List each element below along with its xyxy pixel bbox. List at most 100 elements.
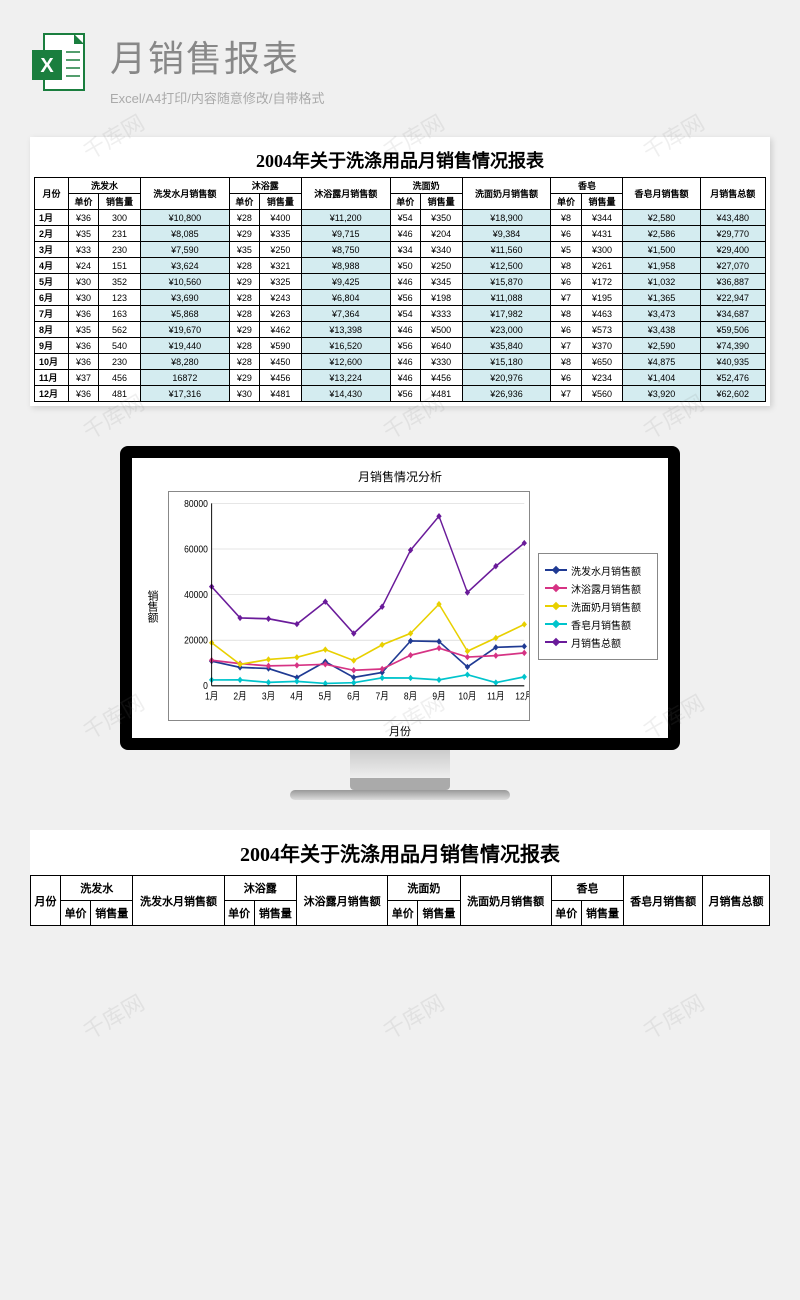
cell: ¥28 — [229, 354, 259, 370]
cell: ¥30 — [69, 290, 99, 306]
cell: ¥2,580 — [623, 210, 700, 226]
cell: ¥325 — [259, 274, 301, 290]
col-price: 单价 — [229, 194, 259, 210]
cell: ¥36 — [69, 354, 99, 370]
cell: ¥590 — [259, 338, 301, 354]
svg-text:60000: 60000 — [184, 543, 208, 555]
cell: ¥46 — [390, 274, 420, 290]
cell: ¥12,500 — [462, 258, 551, 274]
cell: ¥34 — [390, 242, 420, 258]
cell: 123 — [99, 290, 141, 306]
cell: ¥29,770 — [700, 226, 765, 242]
col-gel: 沐浴露 — [229, 178, 301, 194]
cell: 16872 — [140, 370, 229, 386]
cell: ¥345 — [420, 274, 462, 290]
cell: 4月 — [35, 258, 69, 274]
page-title: 月销售报表 — [110, 30, 780, 82]
svg-text:2月: 2月 — [233, 690, 246, 702]
cell: ¥1,404 — [623, 370, 700, 386]
cell: ¥335 — [259, 226, 301, 242]
svg-text:3月: 3月 — [262, 690, 275, 702]
cell: ¥450 — [259, 354, 301, 370]
cell: ¥3,920 — [623, 386, 700, 402]
cell: 1月 — [35, 210, 69, 226]
cell: ¥6 — [551, 322, 581, 338]
cell: ¥573 — [581, 322, 623, 338]
cell: 2月 — [35, 226, 69, 242]
cell: ¥370 — [581, 338, 623, 354]
fcol-shampoo: 洗发水 — [61, 876, 133, 901]
cell: ¥8 — [551, 258, 581, 274]
cell: ¥28 — [229, 210, 259, 226]
svg-text:6月: 6月 — [347, 690, 360, 702]
cell: ¥1,365 — [623, 290, 700, 306]
cell: 300 — [99, 210, 141, 226]
fcol-soap-sub: 香皂月销售额 — [624, 876, 703, 926]
cell: ¥36 — [69, 210, 99, 226]
cell: ¥321 — [259, 258, 301, 274]
cell: ¥56 — [390, 338, 420, 354]
cell: ¥1,500 — [623, 242, 700, 258]
svg-text:20000: 20000 — [184, 634, 208, 646]
cell: ¥7 — [551, 290, 581, 306]
cell: ¥13,224 — [301, 370, 390, 386]
cell: ¥34,687 — [700, 306, 765, 322]
cell: ¥27,070 — [700, 258, 765, 274]
cell: ¥10,800 — [140, 210, 229, 226]
table-row: 5月¥30352¥10,560¥29¥325¥9,425¥46¥345¥15,8… — [35, 274, 766, 290]
cell: ¥8,085 — [140, 226, 229, 242]
cell: 163 — [99, 306, 141, 322]
col-price: 单价 — [551, 194, 581, 210]
cell: ¥29,400 — [700, 242, 765, 258]
cell: ¥56 — [390, 290, 420, 306]
fcol-qty: 销售量 — [254, 901, 296, 926]
cell: ¥8 — [551, 210, 581, 226]
cell: 456 — [99, 370, 141, 386]
table-row: 1月¥36300¥10,800¥28¥400¥11,200¥54¥350¥18,… — [35, 210, 766, 226]
cell: ¥333 — [420, 306, 462, 322]
cell: ¥7 — [551, 338, 581, 354]
chart-ylabel: 销售额 — [142, 491, 162, 721]
cell: ¥204 — [420, 226, 462, 242]
cell: ¥30 — [229, 386, 259, 402]
cell: ¥12,600 — [301, 354, 390, 370]
cell: ¥2,586 — [623, 226, 700, 242]
cell: ¥36 — [69, 306, 99, 322]
cell: ¥19,670 — [140, 322, 229, 338]
cell: ¥481 — [259, 386, 301, 402]
cell: 9月 — [35, 338, 69, 354]
col-shampoo: 洗发水 — [69, 178, 141, 194]
cell: ¥37 — [69, 370, 99, 386]
cell: ¥8 — [551, 306, 581, 322]
cell: ¥243 — [259, 290, 301, 306]
col-total: 月销售总额 — [700, 178, 765, 210]
fcol-month: 月份 — [31, 876, 61, 926]
cell: ¥6,804 — [301, 290, 390, 306]
cell: ¥17,316 — [140, 386, 229, 402]
cell: ¥17,982 — [462, 306, 551, 322]
svg-text:8月: 8月 — [404, 690, 417, 702]
cell: ¥8,750 — [301, 242, 390, 258]
col-qty: 销售量 — [259, 194, 301, 210]
cell: ¥11,200 — [301, 210, 390, 226]
cell: ¥9,384 — [462, 226, 551, 242]
report-title: 2004年关于洗涤用品月销售情况报表 — [34, 141, 766, 177]
cell: ¥344 — [581, 210, 623, 226]
fcol-cleanser: 洗面奶 — [388, 876, 460, 901]
chart-plot: 0200004000060000800001月2月3月4月5月6月7月8月9月1… — [168, 491, 530, 721]
svg-text:12月: 12月 — [515, 690, 529, 702]
cell: ¥28 — [229, 306, 259, 322]
cell: ¥29 — [229, 322, 259, 338]
cell: ¥16,520 — [301, 338, 390, 354]
svg-text:7月: 7月 — [376, 690, 389, 702]
cell: ¥3,473 — [623, 306, 700, 322]
cell: ¥1,032 — [623, 274, 700, 290]
cell: ¥29 — [229, 226, 259, 242]
fcol-qty: 销售量 — [91, 901, 133, 926]
cell: ¥36,887 — [700, 274, 765, 290]
col-cleanser-sub: 洗面奶月销售额 — [462, 178, 551, 210]
cell: ¥11,088 — [462, 290, 551, 306]
cell: 562 — [99, 322, 141, 338]
cell: ¥35,840 — [462, 338, 551, 354]
cell: ¥20,976 — [462, 370, 551, 386]
